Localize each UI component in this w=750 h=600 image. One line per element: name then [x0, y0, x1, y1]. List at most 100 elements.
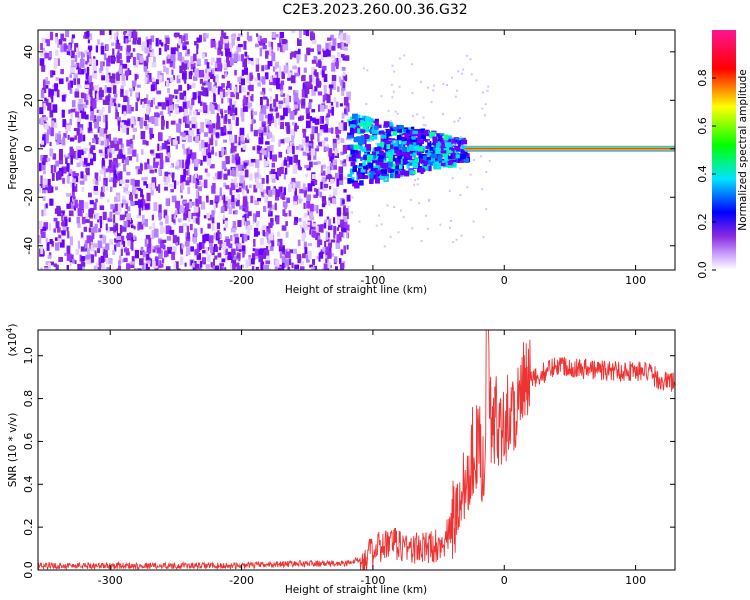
spectrogram-transition-cell — [450, 159, 456, 164]
spectrogram-noise-cell — [80, 246, 85, 252]
spectrogram-noise-cell — [306, 147, 310, 153]
spectrogram-noise-cell — [169, 184, 174, 188]
spectrogram-noise-cell — [189, 199, 192, 203]
spectrogram-noise-cell — [343, 42, 349, 47]
spectrogram-noise-cell — [157, 210, 162, 217]
spectrogram-noise-cell — [114, 210, 120, 215]
spectrogram-noise-cell — [78, 112, 83, 117]
spectrogram-noise-cell — [38, 186, 41, 193]
spectrogram-noise-cell — [271, 52, 276, 62]
spectrogram-noise-cell — [220, 170, 224, 178]
spectrogram-noise-cell — [278, 100, 284, 105]
spectrogram-noise-cell — [320, 224, 324, 233]
spectrogram-noise-cell — [343, 212, 349, 220]
spectrogram-noise-cell — [94, 90, 98, 100]
spectrogram-noise-cell — [258, 129, 263, 133]
spectrogram-noise-cell — [216, 222, 221, 230]
spectrogram-noise-cell — [90, 82, 94, 91]
spectrogram-noise-cell — [148, 237, 152, 247]
spectrogram-noise-cell — [132, 31, 138, 38]
spectrogram-faint-cell — [459, 136, 462, 139]
spectrogram-noise-cell — [40, 164, 46, 171]
spectrogram-transition-cell — [451, 139, 456, 145]
spectrogram-noise-cell — [274, 118, 277, 128]
spectrogram-noise-cell — [204, 73, 209, 80]
spectrogram-noise-cell — [206, 172, 211, 177]
spectrogram-noise-cell — [329, 46, 335, 51]
spectrogram-noise-cell — [172, 75, 176, 81]
spectrogram-noise-cell — [306, 221, 311, 226]
spectrogram-noise-cell — [120, 143, 124, 152]
spectrogram-noise-cell — [149, 165, 153, 173]
spectrogram-noise-cell — [338, 258, 342, 265]
spectrogram-transition-cell — [449, 147, 455, 154]
spectrogram-noise-cell — [236, 262, 240, 270]
spectrogram-noise-cell — [305, 173, 308, 178]
spectrogram-noise-cell — [263, 231, 269, 237]
spectrogram-noise-cell — [219, 263, 225, 267]
spectrogram-noise-cell — [50, 127, 54, 137]
spectrogram-noise-cell — [192, 175, 197, 184]
spectrogram-noise-cell — [85, 60, 89, 65]
spectrogram-noise-cell — [234, 134, 238, 144]
spectrogram-noise-cell — [115, 171, 119, 176]
spectrogram-noise-cell — [40, 117, 44, 126]
spectrogram-noise-cell — [108, 133, 111, 142]
spectrogram-noise-cell — [325, 117, 329, 125]
spectrogram-transition-cell — [435, 160, 439, 166]
spectrogram-noise-cell — [102, 211, 107, 221]
spectrogram-noise-cell — [140, 131, 146, 140]
spectrogram-transition-cell — [439, 133, 445, 137]
spectrogram-noise-cell — [303, 187, 307, 194]
spectrogram-noise-cell — [225, 185, 230, 190]
spectrogram-noise-cell — [58, 153, 63, 161]
spectrogram-noise-cell — [170, 77, 174, 82]
spectrogram-noise-cell — [80, 92, 85, 99]
spectrogram-noise-cell — [292, 165, 298, 174]
spectrogram-transition-cell — [426, 157, 431, 161]
spectrogram-noise-cell — [246, 73, 249, 82]
spectrogram-transition-cell — [410, 154, 415, 159]
spectrogram-noise-cell — [241, 112, 245, 122]
spectrogram-noise-cell — [127, 240, 131, 246]
spectrogram-noise-cell — [70, 112, 73, 119]
spectrogram-transition-cell — [352, 168, 357, 173]
spectrogram-noise-cell — [191, 82, 196, 89]
spectrogram-noise-cell — [310, 32, 315, 40]
spectrogram-noise-cell — [231, 104, 235, 112]
spectrogram-noise-cell — [71, 59, 75, 66]
spectrogram-noise-cell — [187, 133, 192, 143]
spectrogram-noise-cell — [278, 70, 281, 79]
spectrogram-noise-cell — [39, 58, 45, 66]
spectrogram-noise-cell — [68, 210, 74, 217]
spectrogram-transition-cell — [396, 159, 403, 163]
spectrogram-noise-cell — [258, 39, 264, 46]
spectrogram-transition-cell — [368, 167, 374, 173]
spectrogram-noise-cell — [256, 168, 260, 175]
spectrogram-noise-cell — [238, 182, 243, 187]
spectrogram-noise-cell — [309, 48, 315, 52]
spectrogram-noise-cell — [232, 220, 236, 229]
spectrogram-faint-cell — [424, 214, 427, 217]
spectrogram-noise-cell — [139, 258, 144, 266]
spectrogram-noise-cell — [292, 201, 298, 206]
spectrogram-noise-cell — [90, 110, 95, 120]
spectrogram-transition-cell — [350, 176, 355, 181]
spectrogram-noise-cell — [87, 91, 91, 100]
spectrogram-noise-cell — [222, 32, 227, 39]
spectrogram-noise-cell — [213, 94, 216, 103]
spectrogram-noise-cell — [225, 238, 231, 247]
spectrogram-transition-cell — [418, 154, 425, 160]
spectrogram-noise-cell — [169, 63, 173, 68]
spectrogram-noise-cell — [89, 200, 94, 205]
spectrogram-noise-cell — [77, 121, 81, 128]
spectrogram-noise-cell — [103, 180, 106, 185]
spectrogram-noise-cell — [157, 132, 163, 142]
spectrogram-noise-cell — [112, 98, 116, 103]
spectrogram-noise-cell — [136, 153, 139, 163]
spectrogram-noise-cell — [141, 149, 144, 155]
spectrogram-noise-cell — [94, 223, 98, 228]
spectrogram-noise-cell — [184, 115, 190, 123]
spectrogram-noise-cell — [303, 212, 308, 218]
spectrogram-noise-cell — [76, 146, 82, 151]
